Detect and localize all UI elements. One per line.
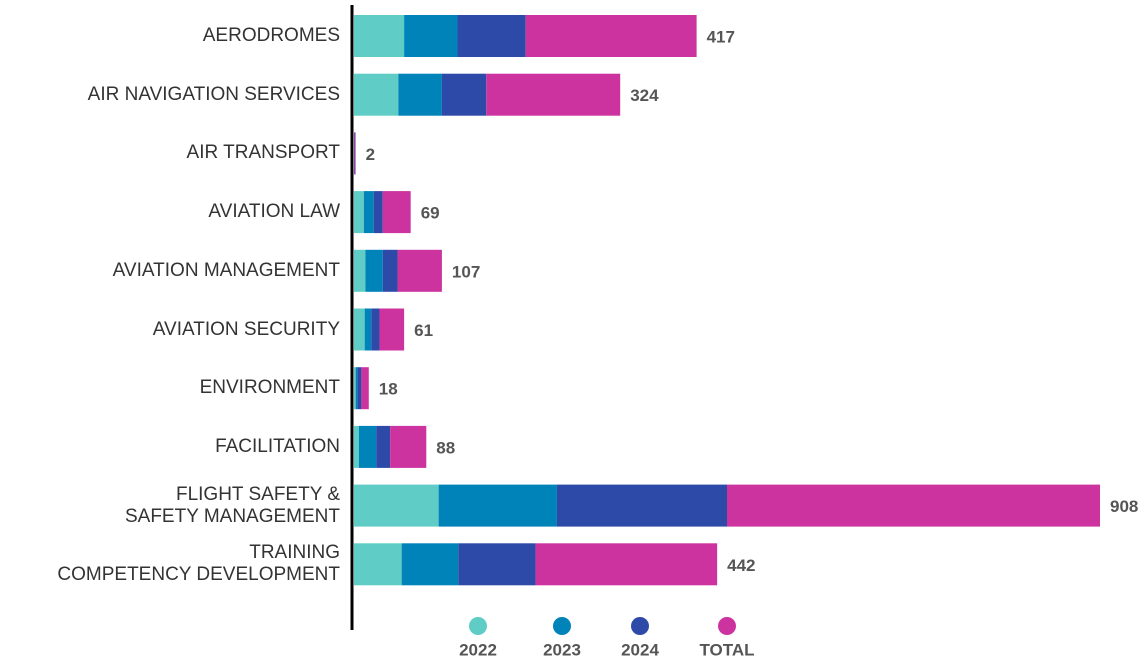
bar-segment [457, 15, 526, 57]
bar-segment [397, 249, 442, 292]
bar-segment [382, 249, 398, 292]
value-label: 107 [452, 262, 480, 281]
bar-segment [441, 73, 487, 116]
value-label: 417 [707, 27, 735, 46]
bar-segment [354, 367, 356, 410]
value-label: 18 [379, 380, 398, 399]
category-label: AVIATION SECURITY [152, 318, 340, 340]
bar-segment [354, 425, 359, 468]
bar-segment [486, 73, 621, 116]
category-label: ENVIRONMENT [199, 377, 340, 399]
category-label: AIR NAVIGATION SERVICES [87, 83, 340, 105]
bar-segment [371, 308, 380, 351]
category-label: FACILITATION [215, 435, 340, 457]
bar-segment [354, 73, 399, 116]
bar-segment [535, 543, 718, 586]
category-label: AVIATION LAW [208, 201, 340, 223]
category-label: AIR TRANSPORT [186, 142, 340, 164]
bar-segment [357, 367, 362, 410]
category-label: TRAINING COMPETENCY DEVELOPMENT [57, 542, 340, 586]
value-label: 61 [414, 321, 433, 340]
legend-label: 2022 [459, 640, 497, 659]
legend-marker [553, 617, 571, 635]
bar-segment [361, 367, 369, 410]
bar-segment [358, 425, 377, 468]
bar-segment [382, 191, 411, 234]
value-label: 324 [630, 86, 659, 105]
bar-segment [364, 308, 372, 351]
bar-segment [379, 308, 405, 351]
legend-label: TOTAL [699, 640, 754, 659]
bar-segment [365, 249, 383, 292]
bar-segment [354, 249, 366, 292]
bar-segment [354, 308, 365, 351]
bar-segment [458, 543, 536, 586]
value-label: 69 [421, 204, 440, 223]
bar-segment [438, 484, 557, 527]
category-label: AERODROMES [202, 25, 340, 46]
bar-segment [398, 73, 442, 116]
bar-segment [354, 484, 439, 527]
bar-segment [727, 484, 1100, 527]
bar-segment [376, 425, 391, 468]
value-label: 908 [1110, 497, 1138, 516]
category-label: AVIATION MANAGEMENT [112, 259, 340, 281]
bar-segment [354, 191, 364, 234]
bar-segment [354, 543, 402, 586]
bar-segment [354, 132, 356, 175]
bar-segment [373, 191, 383, 234]
legend-marker [718, 617, 736, 635]
bar-segment [401, 543, 459, 586]
bar-segment [363, 191, 374, 234]
value-label: 2 [366, 145, 375, 164]
bar-segment [404, 15, 458, 57]
legend-label: 2024 [621, 640, 659, 659]
legend-marker [631, 617, 649, 635]
value-label: 88 [436, 438, 455, 457]
bar-segment [390, 425, 427, 468]
bar-segment [354, 15, 405, 57]
category-label: FLIGHT SAFETY & SAFETY MANAGEMENT [124, 483, 340, 527]
legend-marker [469, 617, 487, 635]
legend-label: 2023 [543, 640, 581, 659]
bar-segment [525, 15, 697, 57]
bar-segment [355, 367, 358, 410]
bar-segment [556, 484, 727, 527]
value-label: 442 [727, 556, 755, 575]
bar-segment [354, 132, 355, 175]
